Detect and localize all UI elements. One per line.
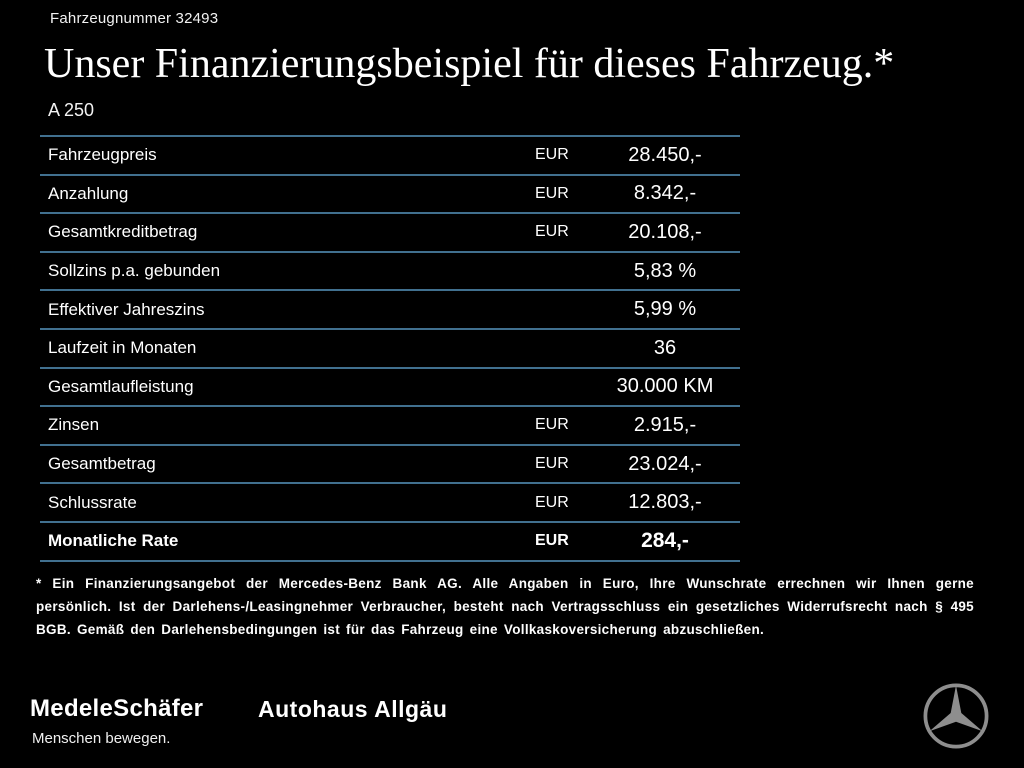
table-row: Effektiver Jahreszins 5,99 % [40, 289, 740, 328]
table-row: Gesamtlaufleistung 30.000 KM [40, 366, 740, 406]
row-value: 23.024,- [628, 452, 702, 475]
row-currency: EUR [535, 493, 569, 511]
table-row: Sollzins p.a. gebunden 5,83 % [40, 250, 740, 290]
row-label: Fahrzeugpreis [48, 145, 157, 165]
row-currency: EUR [535, 416, 569, 434]
row-value: 8.342,- [633, 182, 697, 205]
row-label: Gesamtbetrag [48, 454, 156, 474]
vehicle-model: A 250 [48, 100, 95, 120]
finance-table: Fahrzeugpreis EUR 28.450,- Anzahlung EUR 8.34… [40, 135, 740, 562]
row-value: 5,99 % [633, 298, 697, 321]
row-label: Schlussrate [48, 492, 137, 512]
row-value: 12.803,- [628, 491, 702, 514]
row-value: 284,- [641, 529, 689, 553]
row-label: Anzahlung [48, 183, 129, 203]
vehicle-number: Fahrzeugnummer 32493 [50, 10, 219, 27]
table-row: Gesamtbetrag EUR 23.024,- [40, 443, 740, 483]
row-label: Monatliche Rate [48, 531, 179, 551]
row-value: 36 [653, 336, 677, 359]
row-value: 28.450,- [628, 143, 702, 166]
row-currency: EUR [535, 455, 569, 473]
row-currency: EUR [535, 223, 569, 241]
page-title: Unser Finanzierungsbeispiel für dieses F… [44, 41, 895, 87]
row-value: 20.108,- [628, 220, 702, 243]
footer: MedeleSchäfer Menschen bewegen. Autohaus… [0, 680, 1024, 768]
row-currency: EUR [535, 184, 569, 202]
row-currency: EUR [535, 146, 569, 164]
table-row: Schlussrate EUR 12.803,- [40, 482, 740, 521]
row-value: 5,83 % [633, 259, 697, 282]
row-currency: EUR [535, 532, 569, 550]
table-row: Monatliche Rate EUR 284,- [40, 520, 740, 560]
row-label: Sollzins p.a. gebunden [48, 261, 221, 281]
footnote: * Ein Finanzierungsangebot der Mercedes-… [36, 576, 974, 638]
row-label: Laufzeit in Monaten [48, 338, 197, 358]
table-row: Fahrzeugpreis EUR 28.450,- [40, 135, 740, 174]
row-label: Gesamtkreditbetrag [48, 222, 198, 242]
row-label: Gesamtlaufleistung [48, 376, 194, 396]
row-label: Effektiver Jahreszins [48, 299, 205, 319]
table-row: Zinsen EUR 2.915,- [40, 405, 740, 444]
dealer-tagline: Menschen bewegen. [32, 730, 171, 747]
dealer-logo-autohaus-allgaeu: Autohaus Allgäu [258, 696, 448, 722]
mercedes-benz-star-icon [922, 682, 990, 750]
table-row: Laufzeit in Monaten 36 [40, 327, 740, 367]
row-label: Zinsen [48, 415, 100, 435]
dealer-name: MedeleSchäfer [30, 695, 204, 722]
table-row: Anzahlung EUR 8.342,- [40, 173, 740, 213]
row-value: 30.000 KM [616, 375, 714, 398]
table-row: Gesamtkreditbetrag EUR 20.108,- [40, 212, 740, 251]
row-value: 2.915,- [633, 413, 697, 436]
